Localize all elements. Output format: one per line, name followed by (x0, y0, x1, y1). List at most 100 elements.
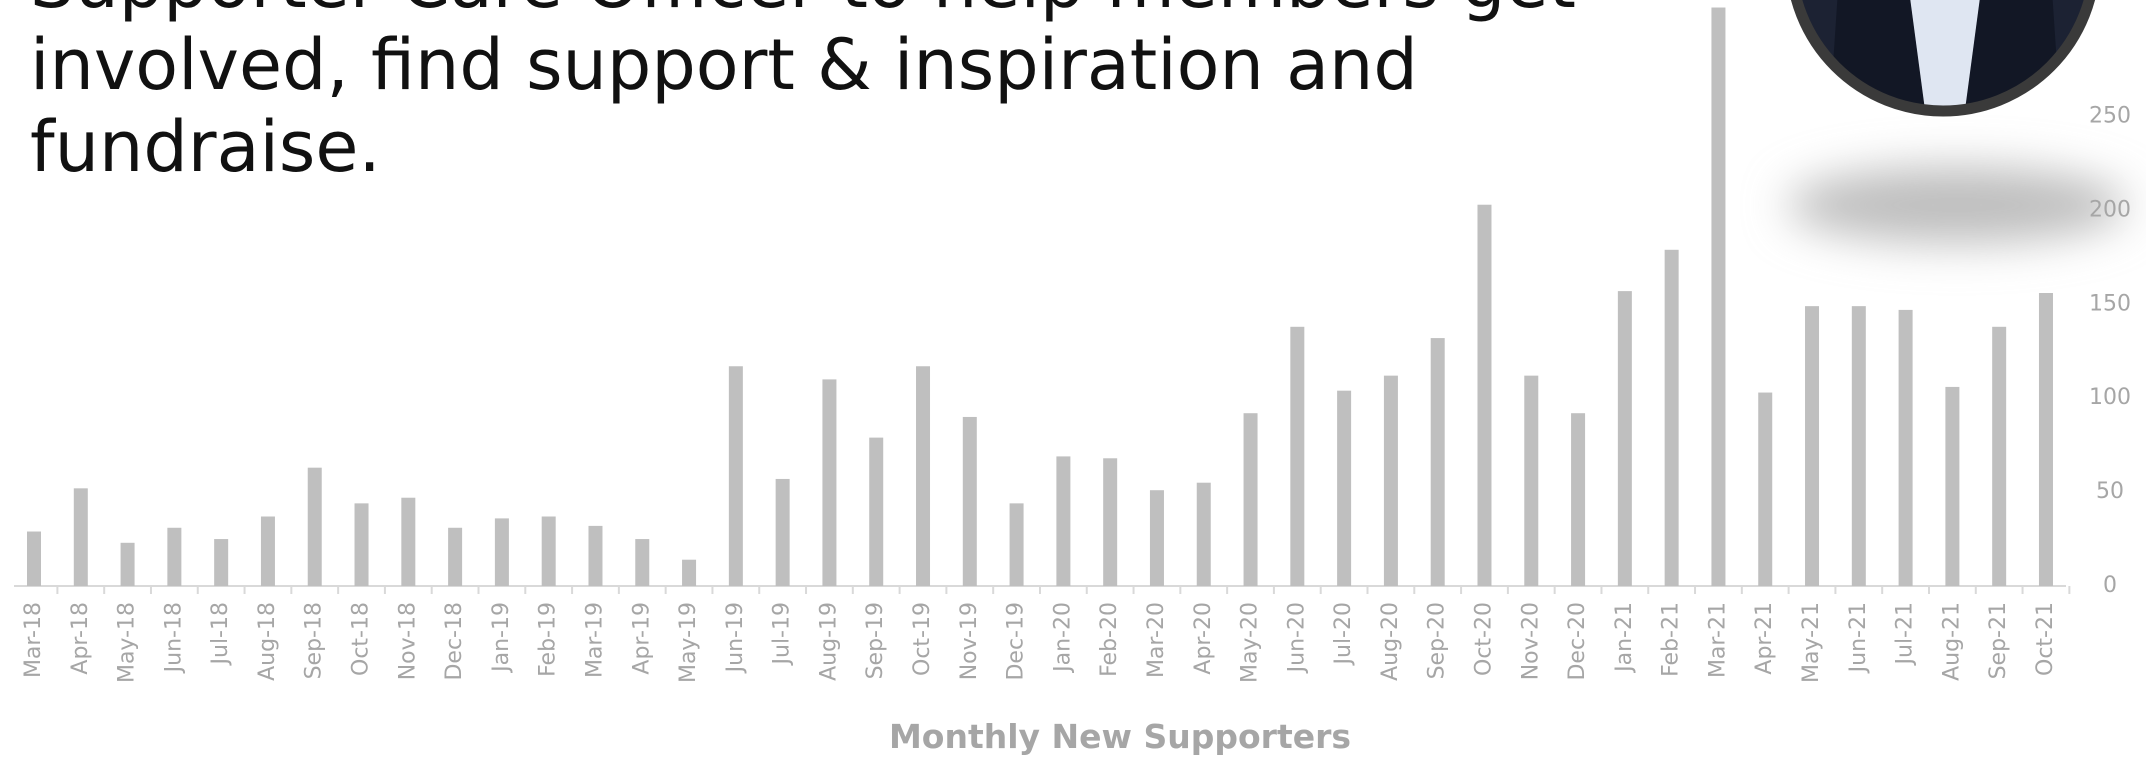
bar (1992, 326, 2007, 586)
bar (1617, 291, 1632, 586)
x-tick-label: Sep-18 (302, 602, 327, 679)
bar (728, 366, 743, 586)
bar (588, 525, 603, 586)
x-tick-label: Mar-20 (1144, 602, 1169, 678)
bar (260, 516, 275, 586)
bar (1805, 306, 1820, 586)
x-tick-label: Sep-21 (1986, 602, 2011, 679)
bar (1524, 375, 1539, 586)
x-tick-label: Feb-20 (1097, 602, 1122, 677)
x-tick-label: Jun-20 (1284, 602, 1309, 674)
x-tick-label: Aug-20 (1378, 602, 1403, 681)
x-tick-label: Mar-21 (1705, 602, 1730, 678)
x-tick-label: Aug-18 (255, 602, 280, 681)
bar (916, 366, 931, 586)
x-tick-label: Sep-20 (1425, 602, 1450, 679)
bar (73, 488, 88, 586)
x-tick-label: May-19 (676, 602, 701, 683)
chart-title: Monthly New Supporters (889, 717, 1351, 756)
x-tick-label: Sep-19 (863, 602, 888, 679)
x-tick-label: Jan-19 (489, 602, 514, 674)
x-tick-label: Jun-18 (161, 602, 186, 674)
x-tick-label: Nov-20 (1518, 602, 1543, 680)
bar (1851, 306, 1866, 586)
bar (962, 416, 977, 586)
bar (1103, 458, 1118, 586)
bar (1290, 326, 1305, 586)
y-tick-label: 100 (2089, 385, 2131, 410)
bar (214, 539, 229, 586)
bar (869, 437, 884, 586)
x-tick-label: Apr-20 (1191, 602, 1216, 675)
x-tick-label: Oct-21 (2033, 602, 2058, 676)
bar (1945, 386, 1960, 586)
x-tick-label: Jul-20 (1331, 602, 1356, 666)
x-tick-label: Jan-20 (1050, 602, 1075, 674)
profile-photo (1790, 0, 2096, 117)
bar (494, 518, 509, 586)
x-tick-label: Apr-21 (1752, 602, 1777, 675)
x-tick-label: Oct-20 (1471, 602, 1496, 676)
x-tick-label: Dec-19 (1004, 602, 1029, 681)
x-tick-label: Feb-19 (536, 602, 561, 677)
bar (822, 379, 837, 586)
bar (27, 531, 41, 586)
bar (1758, 392, 1773, 586)
bar (1337, 390, 1352, 586)
x-tick-label: Aug-19 (816, 602, 841, 681)
bar (1664, 249, 1679, 587)
bar (635, 539, 650, 586)
bar (1430, 338, 1445, 586)
bar (120, 542, 135, 586)
x-tick-label: Mar-18 (21, 602, 46, 678)
intro-text: Supporter Care Officer to help members g… (30, 0, 1576, 188)
x-tick-label: Dec-18 (442, 602, 467, 681)
bar (775, 478, 790, 586)
y-tick-label: 0 (2103, 573, 2117, 598)
bar (401, 497, 416, 586)
shadow (1787, 167, 2127, 243)
x-tick-label: Jan-21 (1612, 602, 1637, 674)
x-tick-label: May-18 (115, 602, 140, 683)
bar (1711, 7, 1726, 587)
bar (354, 503, 369, 586)
x-tick-label: Oct-18 (349, 602, 374, 676)
y-tick-label: 250 (2089, 103, 2131, 128)
bar (1898, 309, 1913, 586)
x-tick-label: Aug-21 (1939, 602, 1964, 681)
x-tick-label: Mar-19 (582, 602, 607, 678)
x-tick-label: Nov-19 (957, 602, 982, 680)
bar (2038, 293, 2053, 586)
y-tick-label: 50 (2096, 479, 2124, 504)
x-tick-label: Jun-21 (1846, 602, 1871, 674)
bar (1196, 482, 1211, 586)
x-tick-label: Apr-19 (629, 602, 654, 675)
bar (1243, 413, 1258, 586)
bar (448, 527, 463, 586)
x-tick-label: Feb-21 (1659, 602, 1684, 677)
bar (682, 559, 697, 586)
bar (1009, 503, 1024, 586)
x-tick-label: Oct-19 (910, 602, 935, 676)
x-tick-label: Jul-18 (208, 602, 233, 666)
y-tick-label: 200 (2089, 197, 2131, 222)
x-tick-label: Apr-18 (68, 602, 93, 675)
x-tick-label: Nov-18 (395, 602, 420, 680)
bar (1149, 490, 1164, 586)
bar (307, 467, 322, 586)
x-tick-label: Jun-19 (723, 602, 748, 674)
y-tick-label: 150 (2089, 291, 2131, 316)
bar (167, 527, 182, 586)
x-tick-label: Jul-19 (770, 602, 795, 666)
bar (541, 516, 556, 586)
bar (1383, 375, 1398, 586)
x-tick-label: Dec-20 (1565, 602, 1590, 681)
x-tick-label: May-20 (1238, 602, 1263, 683)
x-tick-label: May-21 (1799, 602, 1824, 683)
x-tick-label: Jul-21 (1893, 602, 1918, 666)
bar (1056, 456, 1071, 586)
bar (1477, 204, 1492, 586)
bar (1571, 413, 1586, 586)
